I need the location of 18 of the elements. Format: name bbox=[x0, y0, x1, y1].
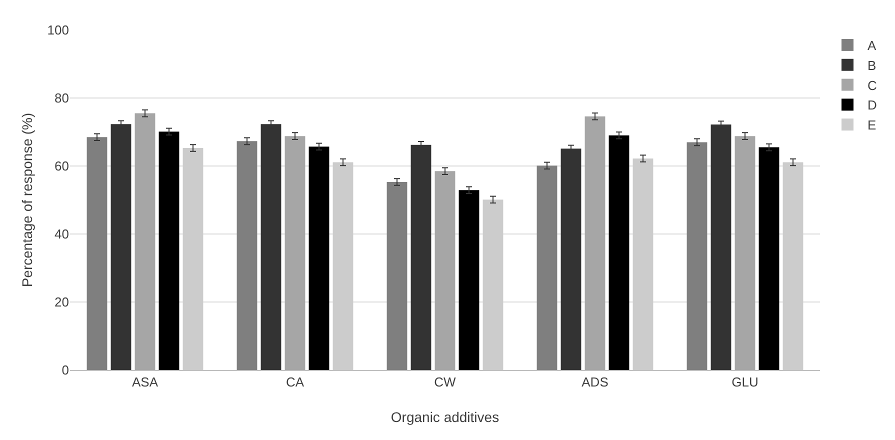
x-tick-label: CA bbox=[286, 374, 304, 390]
y-tick-label: 80 bbox=[54, 90, 69, 106]
x-tick-label: ADS bbox=[582, 374, 609, 390]
legend-label: C bbox=[868, 78, 877, 93]
y-tick-label: 40 bbox=[54, 226, 69, 242]
legend-label: A bbox=[868, 38, 876, 54]
y-tick-label: 100 bbox=[47, 22, 69, 38]
y-axis-title: Percentage of response (%) bbox=[19, 112, 35, 288]
legend-label: D bbox=[868, 98, 877, 113]
x-tick-label: ASA bbox=[132, 374, 158, 390]
legend-label: B bbox=[868, 58, 876, 73]
x-tick-label: GLU bbox=[732, 374, 758, 390]
y-tick-label: 60 bbox=[54, 158, 69, 174]
x-axis-title: Organic additives bbox=[390, 409, 500, 425]
y-tick-label: 20 bbox=[54, 294, 69, 310]
legend-label: E bbox=[868, 118, 876, 133]
x-tick-label: CW bbox=[434, 374, 457, 390]
y-tick-label: 0 bbox=[62, 362, 69, 378]
